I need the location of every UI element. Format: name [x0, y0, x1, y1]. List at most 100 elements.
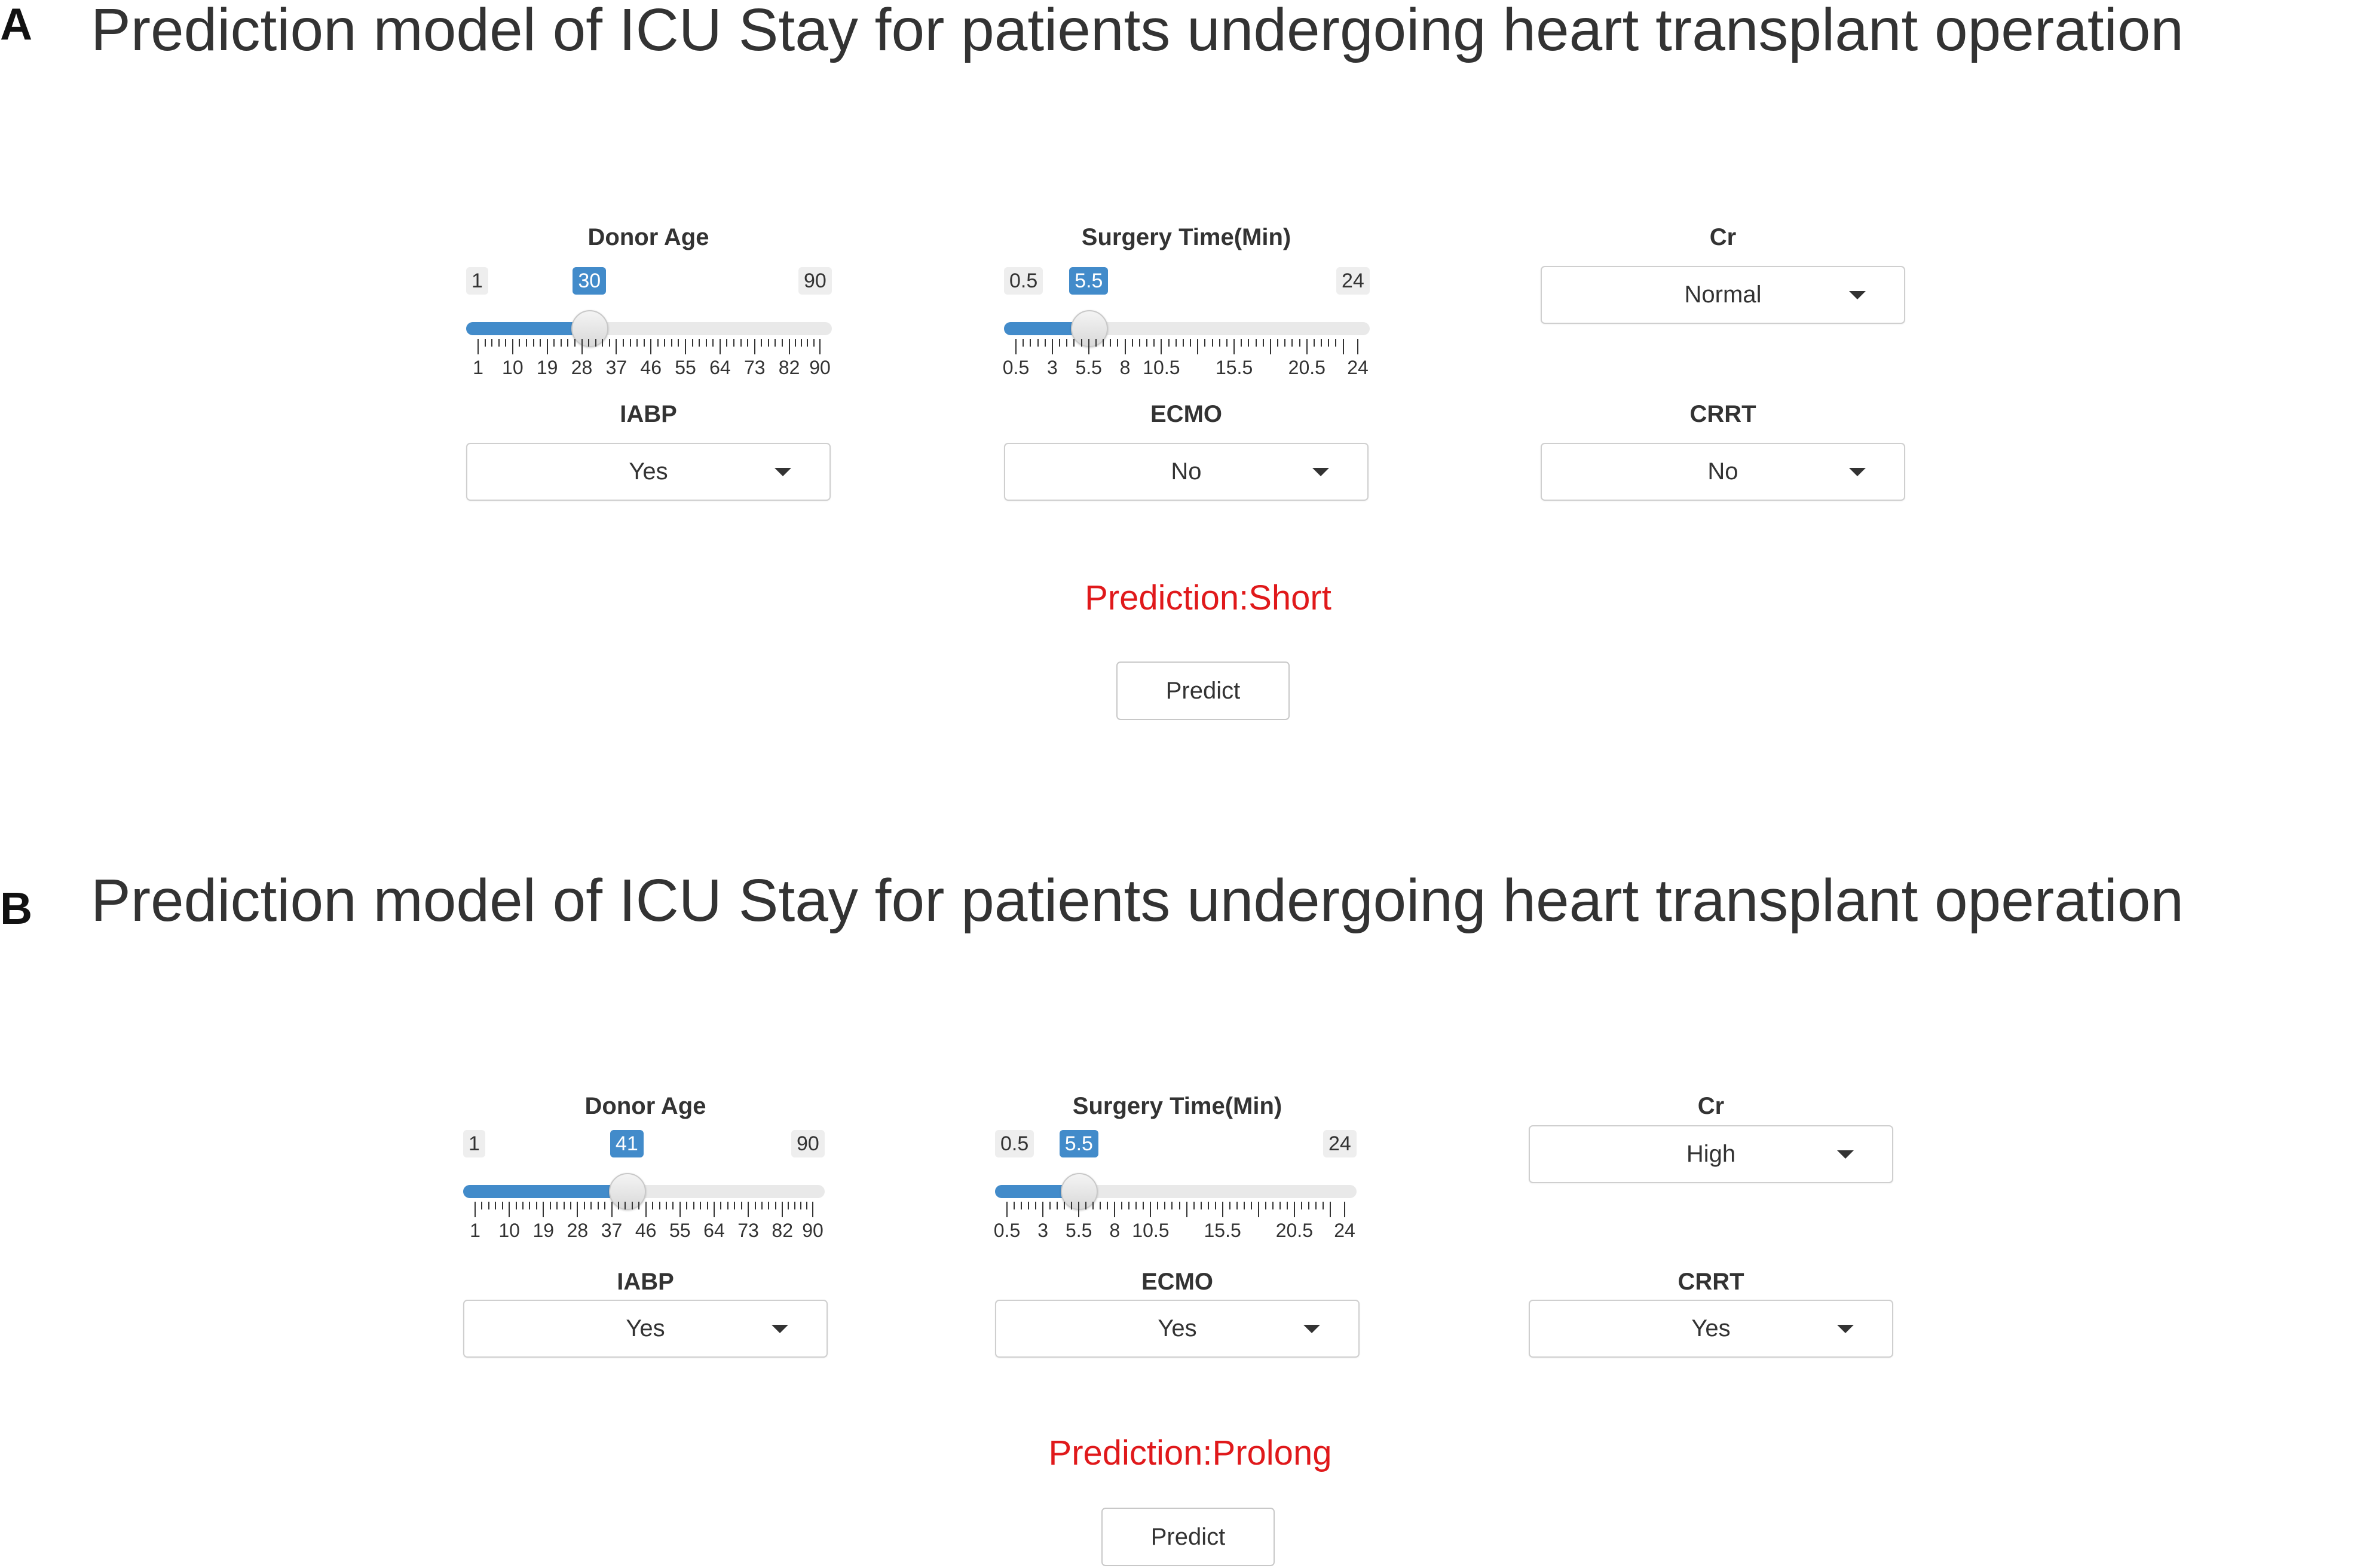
- slider-track[interactable]: [1004, 322, 1370, 335]
- slider-tick: [535, 1202, 537, 1209]
- slider-tick: [645, 1202, 647, 1217]
- slider-tick: [754, 1202, 756, 1209]
- app-title: Prediction model of ICU Stay for patient…: [91, 867, 2184, 934]
- slider-tick: [1066, 339, 1068, 347]
- slider-tick: [1059, 339, 1061, 347]
- slider-tick-label: 20.5: [1275, 1220, 1313, 1241]
- slider-tick: [617, 1202, 619, 1209]
- slider-tick: [1182, 339, 1184, 347]
- slider-tick: [1078, 1202, 1080, 1217]
- slider-tick: [1092, 1202, 1094, 1209]
- surgery-time-slider[interactable]: 0.5 5.5 24 0.5 3 5.5 8 10.5 15.5 20.5 24: [1003, 267, 1375, 411]
- slider-tick: [481, 1202, 483, 1209]
- slider-tick: [1248, 339, 1250, 347]
- cr-select[interactable]: Normal: [1541, 266, 1905, 324]
- iabp-select[interactable]: Yes: [463, 1300, 828, 1358]
- slider-tick-label: 0.5: [993, 1220, 1021, 1241]
- slider-tick: [813, 339, 815, 347]
- slider-tick: [1257, 1202, 1259, 1217]
- slider-value-label: 41: [610, 1130, 644, 1157]
- slider-tick: [643, 339, 645, 347]
- slider-tick: [595, 339, 596, 347]
- slider-tick-label: 55: [669, 1220, 691, 1241]
- slider-tick: [574, 339, 576, 347]
- slider-tick: [819, 339, 821, 354]
- slider-tick-label: 5.5: [1075, 357, 1102, 378]
- slider-tick: [560, 339, 562, 347]
- slider-tick-label: 55: [675, 357, 696, 378]
- slider-tick: [1193, 1202, 1195, 1209]
- slider-tick-label: 82: [778, 357, 800, 378]
- slider-tick: [636, 339, 638, 347]
- slider-tick-label: 90: [802, 1220, 824, 1241]
- slider-tick: [727, 1202, 728, 1209]
- surgery-time-slider[interactable]: 0.5 5.5 24 0.5 3 5.5 8 10.5 15.5 20.5 24: [993, 1130, 1366, 1273]
- slider-tick: [1219, 339, 1220, 347]
- iabp-select[interactable]: Yes: [466, 443, 831, 501]
- slider-track[interactable]: [466, 322, 832, 335]
- crrt-select[interactable]: No: [1541, 443, 1905, 501]
- slider-tick-label: 46: [640, 357, 662, 378]
- slider-tick: [1262, 339, 1264, 347]
- slider-tick: [1308, 1202, 1309, 1209]
- slider-tick-label: 82: [772, 1220, 793, 1241]
- slider-tick: [1064, 1202, 1066, 1209]
- slider-handle[interactable]: [1061, 1173, 1098, 1210]
- slider-tick: [1313, 339, 1315, 347]
- ecmo-select[interactable]: Yes: [995, 1300, 1360, 1358]
- slider-value-label: 5.5: [1059, 1130, 1098, 1157]
- slider-tick: [1107, 1202, 1109, 1209]
- slider-fill: [995, 1185, 1079, 1198]
- slider-tick: [597, 1202, 599, 1209]
- iabp-control: IABP Yes: [466, 402, 831, 501]
- predict-button[interactable]: Predict: [1116, 662, 1290, 720]
- slider-tick: [1143, 1202, 1144, 1209]
- donor-age-slider[interactable]: 1 41 90 1 10 19 28 37 46 55 64 73 82 90: [463, 1130, 834, 1273]
- cr-select[interactable]: High: [1529, 1125, 1893, 1183]
- ecmo-select[interactable]: No: [1004, 443, 1369, 501]
- slider-tick: [767, 339, 769, 347]
- slider-track[interactable]: [995, 1185, 1357, 1198]
- slider-tick: [806, 1202, 807, 1209]
- slider-tick: [519, 339, 521, 347]
- slider-tick: [1131, 339, 1133, 347]
- slider-tick: [540, 339, 541, 347]
- slider-tick: [672, 1202, 674, 1209]
- predict-button[interactable]: Predict: [1101, 1508, 1275, 1566]
- slider-tick: [1233, 339, 1235, 354]
- panel-letter: B: [0, 883, 33, 933]
- donor-age-control: Donor Age 1 41 90 1 10 19 28 37 46 55 64 73 82 90: [463, 1093, 828, 1241]
- slider-tick: [1315, 1202, 1317, 1209]
- select-value: Normal: [1684, 281, 1762, 308]
- slider-tick: [1299, 339, 1300, 347]
- donor-age-slider[interactable]: 1 30 90 1 10 19 28 37 46 55 64 73 82 90: [466, 267, 837, 411]
- slider-tick: [686, 1202, 688, 1209]
- slider-tick: [747, 339, 749, 347]
- slider-tick: [671, 339, 672, 347]
- slider-tick: [1157, 1202, 1159, 1209]
- slider-tick: [794, 339, 796, 347]
- slider-handle[interactable]: [1070, 310, 1108, 347]
- slider-tick: [581, 339, 583, 354]
- slider-tick: [604, 1202, 606, 1209]
- slider-tick: [1121, 1202, 1123, 1209]
- slider-tick-label: 73: [743, 357, 766, 378]
- slider-fill: [1004, 322, 1089, 335]
- slider-tick: [712, 339, 714, 347]
- slider-handle[interactable]: [608, 1173, 646, 1210]
- crrt-label: CRRT: [1689, 401, 1756, 427]
- slider-tick: [693, 1202, 694, 1209]
- donor-age-label: Donor Age: [584, 1093, 706, 1119]
- slider-tick: [1293, 1202, 1295, 1217]
- slider-tick: [761, 1202, 763, 1209]
- slider-tick: [549, 1202, 551, 1209]
- slider-value-label: 30: [573, 267, 607, 295]
- crrt-select[interactable]: Yes: [1529, 1300, 1893, 1358]
- slider-tick: [1103, 339, 1104, 347]
- slider-tick-label: 24: [1347, 357, 1369, 378]
- slider-tick: [685, 339, 687, 354]
- slider-tick-label: 8: [1109, 1220, 1121, 1241]
- slider-tick: [1204, 339, 1206, 347]
- slider-tick: [525, 339, 527, 347]
- slider-tick: [1190, 339, 1192, 347]
